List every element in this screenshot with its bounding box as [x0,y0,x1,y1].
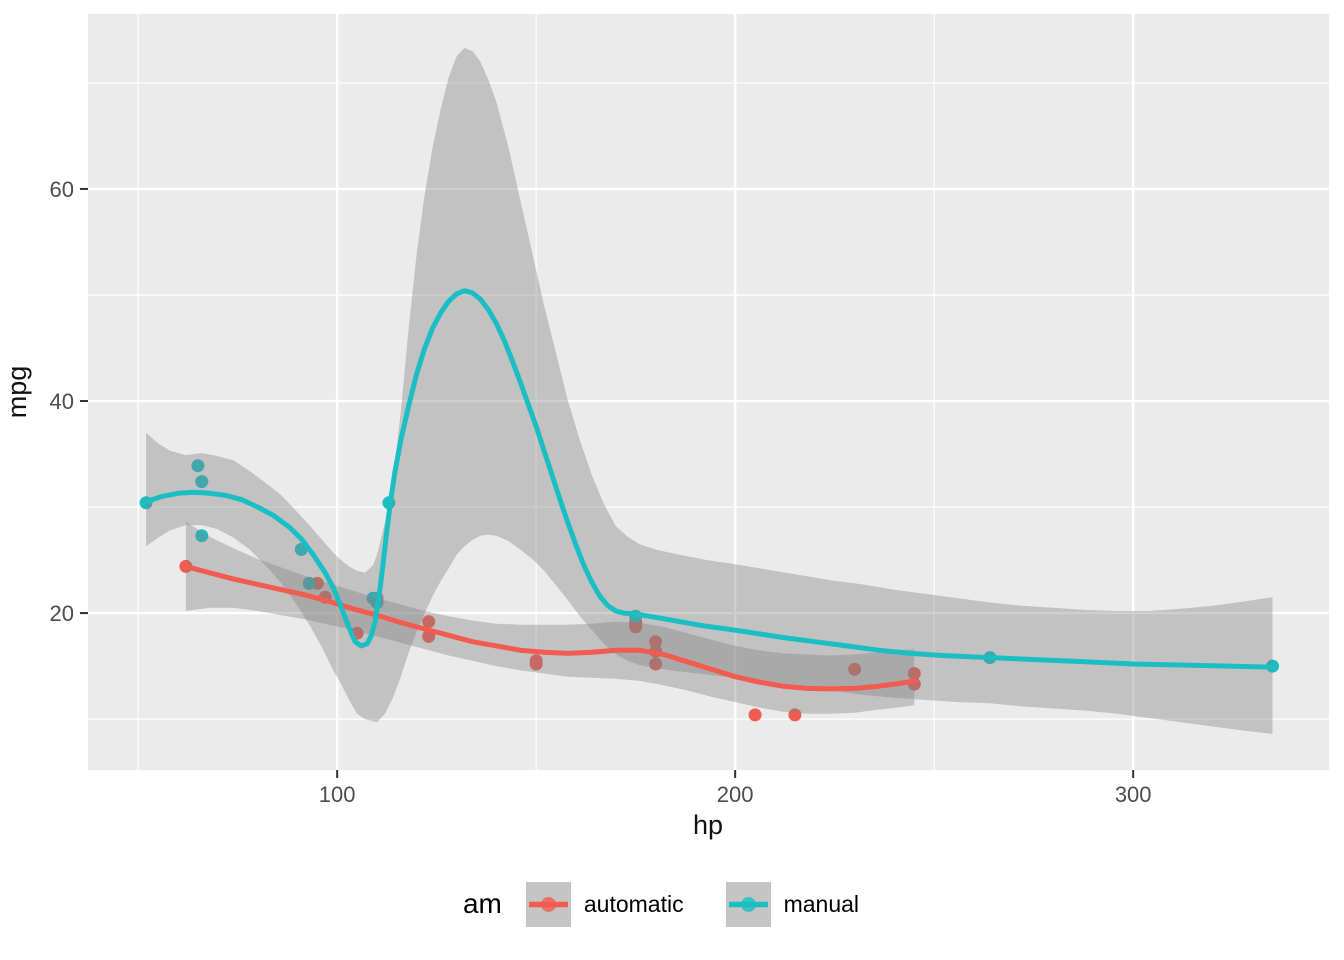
y-tick-label: 40 [50,389,74,414]
legend-title: am [462,888,502,919]
confidence-ribbon-automatic [185,521,915,714]
x-tick-label: 100 [319,782,356,807]
smooth-line-manual [143,288,1275,670]
x-tick-label: 300 [1115,782,1152,807]
plot-panel [88,14,1329,770]
data-point-manual [302,576,316,590]
legend-item-automatic: automatic [525,881,684,927]
data-point-automatic [907,667,921,680]
data-point-automatic [788,708,802,722]
data-point-manual [191,459,205,473]
data-point-automatic [529,657,543,671]
data-point-automatic [848,662,862,676]
data-point-automatic [649,657,663,671]
plot-area: 100 200 300 20 40 60 hp mpg [2,14,1329,840]
data-point-automatic [748,708,762,722]
data-point-automatic [649,635,663,649]
legend-label-automatic: automatic [583,890,684,917]
legend: am automatic manual [0,872,1344,936]
legend-key-automatic-icon [525,881,571,927]
smooth-line-automatic [183,563,917,692]
confidence-ribbon-manual [146,47,1273,734]
legend-item-manual: manual [725,881,860,927]
legend-key-manual-icon [725,881,771,927]
y-tick-label: 20 [50,601,74,626]
data-point-manual [195,529,209,543]
x-axis-title: hp [693,810,723,840]
x-tick-label: 200 [717,782,754,807]
data-point-automatic [422,615,436,629]
data-point-manual [195,475,209,489]
y-tick-label: 60 [50,177,74,202]
y-axis-title: mpg [2,366,32,419]
legend-label-manual: manual [783,890,860,917]
